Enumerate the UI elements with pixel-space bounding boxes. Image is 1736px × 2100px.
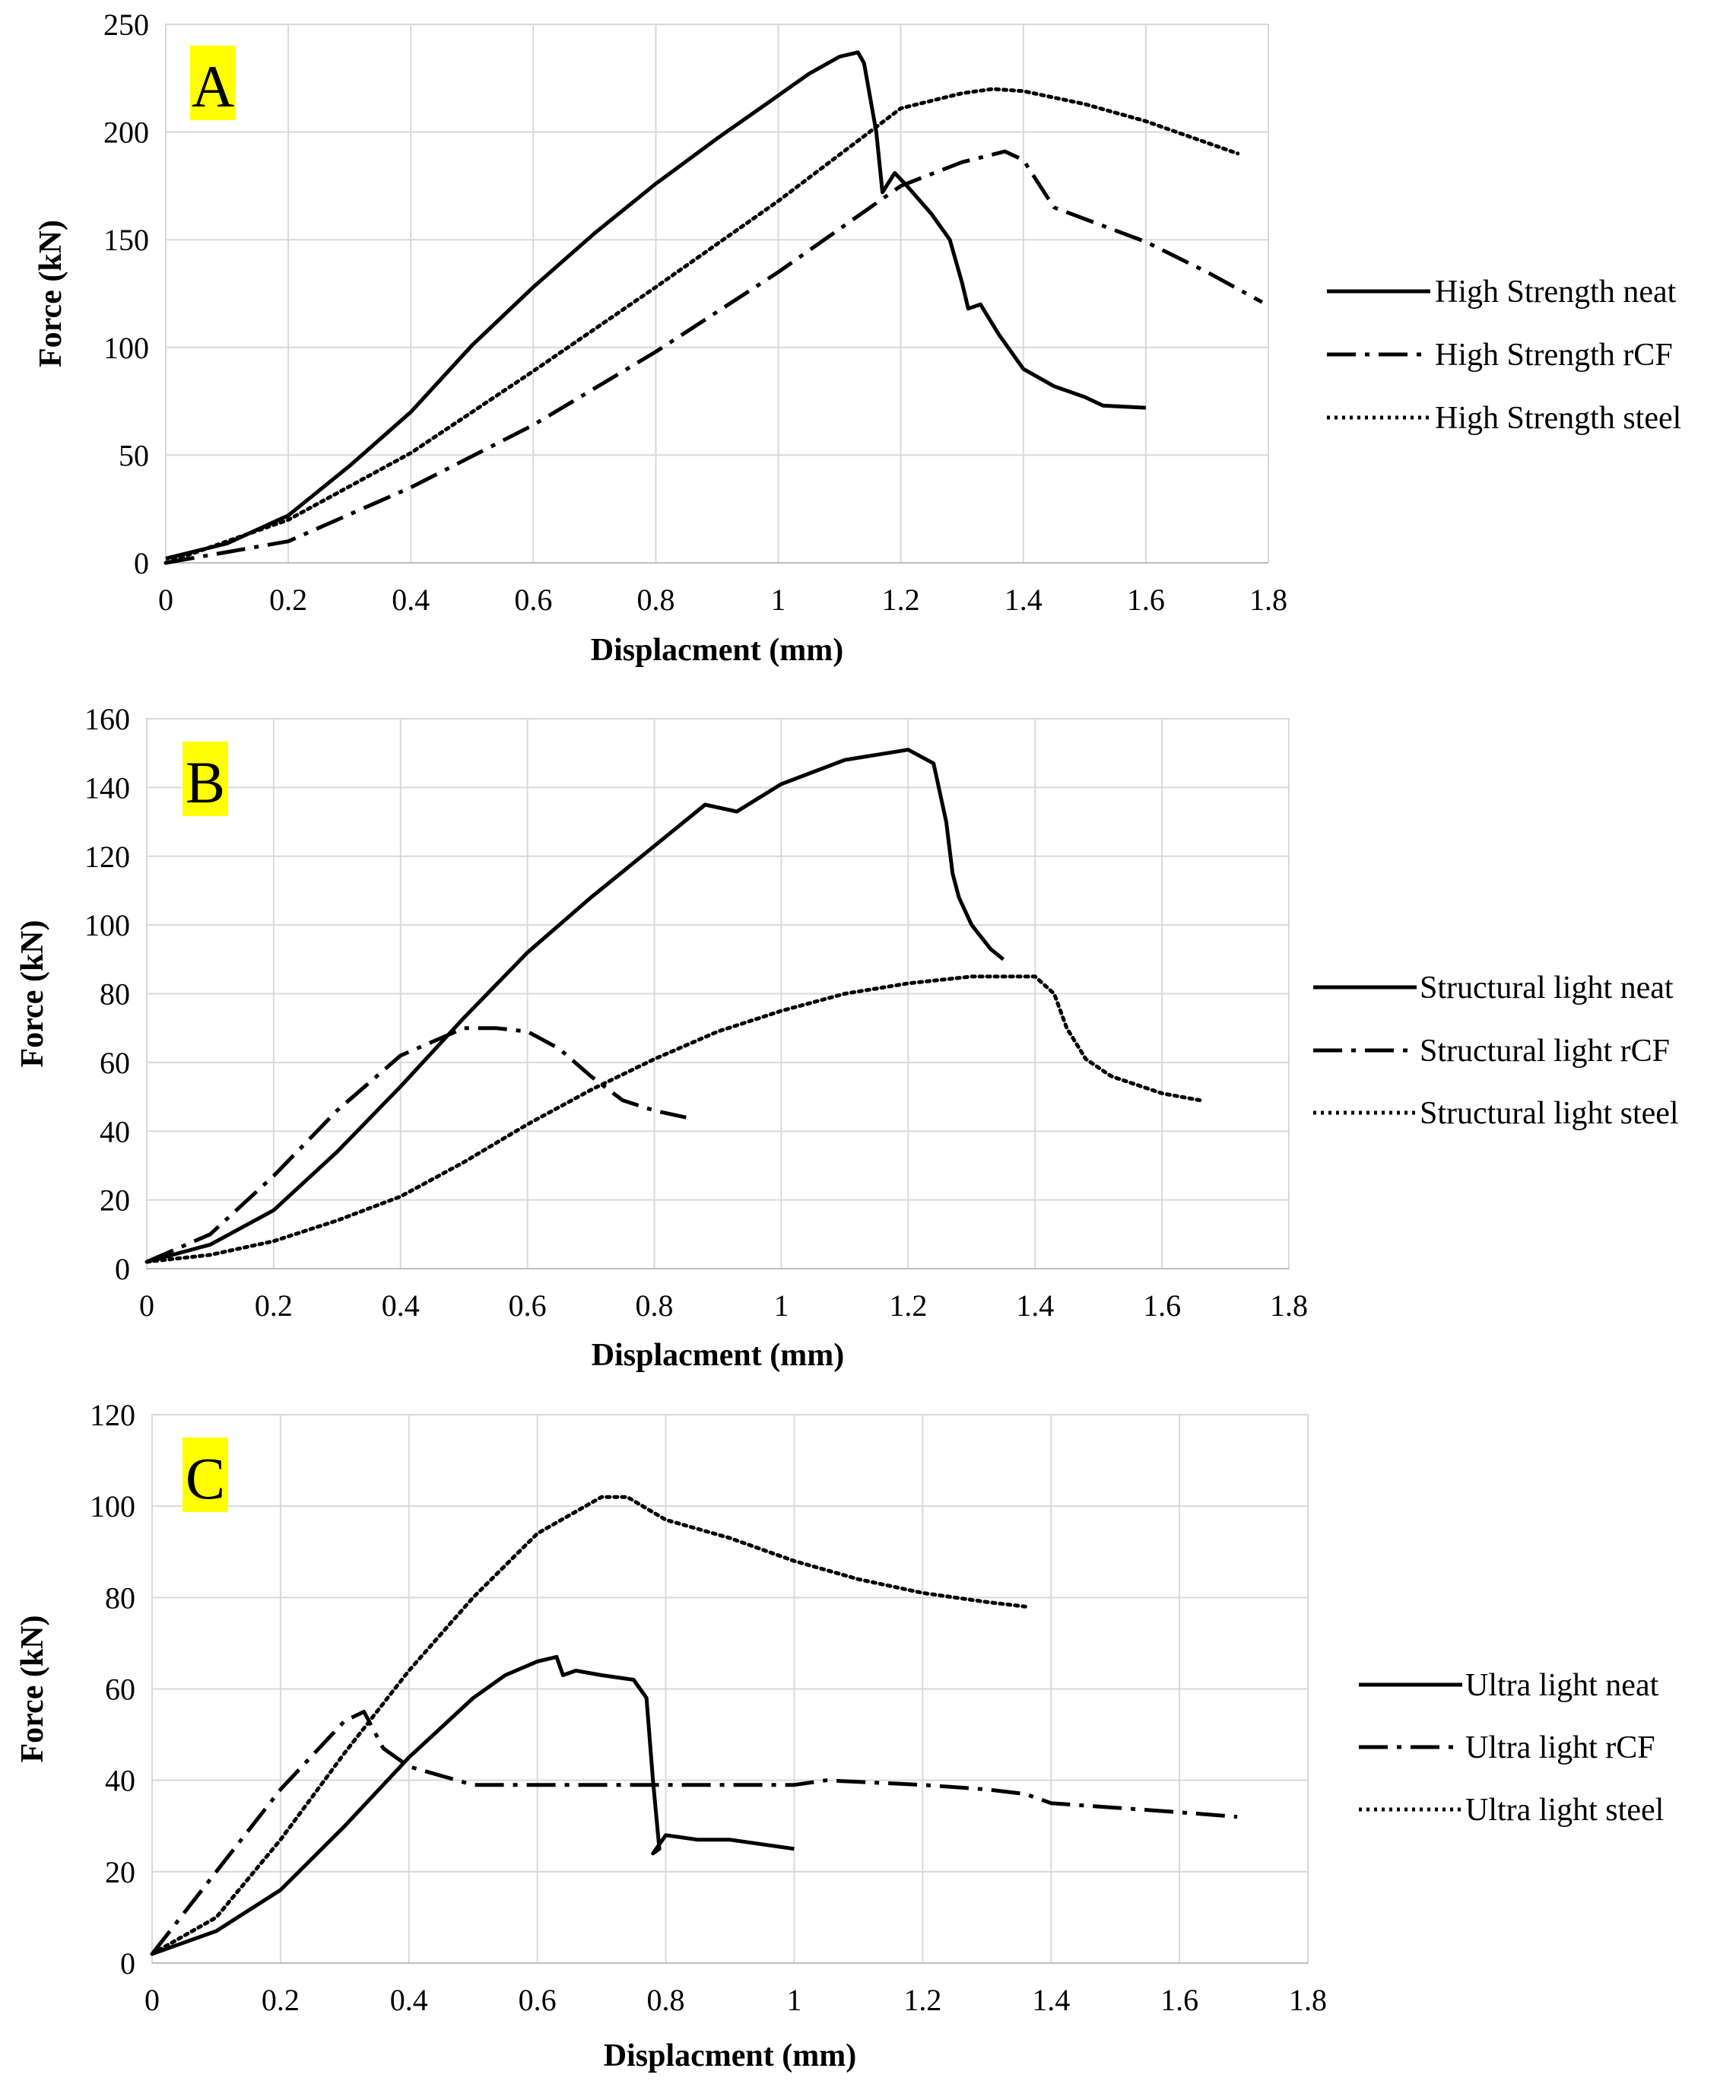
x-tick-label: 0 — [158, 583, 173, 617]
x-tick-label: 0 — [139, 1288, 154, 1323]
y-tick-label: 0 — [120, 1946, 135, 1981]
series-line-3 — [150, 1495, 1027, 1956]
panel-label-highlight — [190, 46, 236, 120]
panel-label-highlight — [182, 1438, 228, 1512]
series-line-3 — [144, 974, 1202, 1264]
series-line-2 — [165, 149, 1264, 565]
x-tick-label: 0.2 — [269, 583, 307, 617]
series-line-1 — [151, 1654, 795, 1956]
legend-label: High Strength rCF — [1435, 338, 1673, 373]
x-tick-label: 1.6 — [1143, 1288, 1181, 1323]
y-tick-label: 50 — [119, 438, 149, 472]
x-tick-label: 0.6 — [519, 1983, 557, 2017]
x-tick-label: 1.2 — [889, 1288, 927, 1323]
y-tick-label: 200 — [103, 116, 149, 150]
x-tick-label: 0.2 — [262, 1983, 300, 2017]
y-tick-label: 160 — [84, 702, 130, 736]
panel-label: B — [186, 749, 225, 815]
x-tick-label: 1.2 — [882, 583, 920, 617]
legend-label: Ultra light steel — [1465, 1793, 1664, 1828]
y-axis-title: Force (kN) — [15, 920, 50, 1068]
legend-label: High Strength steel — [1435, 401, 1681, 436]
x-tick-label: 1.2 — [903, 1983, 941, 2017]
chart-panel-A: 0 0.2 0.4 0.6 0.8 1 1.2 1.4 1.6 1.8 0 50 100 150 200 25… — [33, 8, 1681, 668]
y-tick-label: 60 — [100, 1046, 130, 1080]
y-tick-label: 100 — [103, 331, 149, 365]
legend-label: Structural light neat — [1420, 971, 1674, 1006]
panel-label: A — [192, 53, 234, 119]
series-line-2 — [151, 1710, 1238, 1955]
x-tick-label: 1.8 — [1249, 583, 1287, 617]
y-tick-label: 40 — [105, 1764, 135, 1798]
x-tick-label: 0.2 — [255, 1288, 293, 1323]
legend-label: Ultra light neat — [1465, 1668, 1659, 1703]
x-tick-label: 0.4 — [392, 583, 430, 617]
x-tick-label: 0.6 — [509, 1288, 547, 1323]
x-tick-label: 1 — [786, 1983, 801, 2017]
legend-label: High Strength neat — [1435, 275, 1677, 310]
y-tick-label: 20 — [105, 1855, 135, 1889]
chart-panel-C: 0 0.2 0.4 0.6 0.8 1 1.2 1.4 1.6 1.8 0 20 40 60 80 100 12… — [15, 1398, 1664, 2073]
x-tick-label: 1 — [773, 1288, 789, 1323]
series-line-1 — [165, 50, 1147, 561]
x-tick-label: 0.8 — [636, 1288, 674, 1323]
y-axis-title: Force (kN) — [33, 220, 68, 367]
y-tick-label: 80 — [100, 977, 130, 1012]
x-axis-title: Displacment (mm) — [604, 2038, 856, 2073]
y-tick-label: 0 — [134, 546, 149, 580]
y-tick-label: 80 — [105, 1581, 135, 1615]
chart-panel-B: 0 0.2 0.4 0.6 0.8 1 1.2 1.4 1.6 1.8 0 20 40 60 80 100 12… — [15, 702, 1679, 1373]
series-line-3 — [163, 87, 1240, 565]
x-tick-label: 0.8 — [647, 1983, 685, 2017]
x-tick-label: 0.8 — [636, 583, 674, 617]
y-tick-label: 100 — [90, 1489, 135, 1523]
legend-label: Ultra light rCF — [1465, 1730, 1655, 1765]
x-tick-label: 1.4 — [1004, 583, 1043, 617]
x-tick-label: 1.4 — [1032, 1983, 1070, 2017]
y-tick-label: 120 — [90, 1398, 135, 1432]
y-tick-label: 150 — [103, 223, 149, 257]
series-line-1 — [146, 748, 1005, 1264]
x-tick-label: 0.6 — [514, 583, 552, 617]
panel-label-highlight — [182, 742, 228, 816]
x-axis-title: Displacment (mm) — [591, 633, 843, 668]
x-tick-label: 1.8 — [1289, 1983, 1327, 2017]
y-axis-title: Force (kN) — [15, 1616, 50, 1763]
y-tick-label: 20 — [100, 1183, 130, 1218]
panel-label: C — [186, 1445, 225, 1511]
x-tick-label: 1.6 — [1127, 583, 1165, 617]
x-tick-label: 1.4 — [1016, 1288, 1054, 1323]
series-line-2 — [146, 1026, 687, 1264]
y-tick-label: 0 — [115, 1252, 130, 1286]
x-tick-label: 0.4 — [382, 1288, 420, 1323]
y-tick-label: 40 — [100, 1114, 130, 1148]
x-tick-label: 0 — [144, 1983, 160, 2017]
legend-label: Structural light rCF — [1420, 1034, 1670, 1069]
x-tick-label: 1.8 — [1270, 1288, 1308, 1323]
x-axis-title: Displacment (mm) — [592, 1338, 844, 1373]
y-tick-label: 100 — [84, 908, 130, 942]
y-tick-label: 250 — [103, 8, 149, 42]
y-tick-label: 140 — [84, 770, 130, 805]
y-tick-label: 60 — [105, 1673, 135, 1707]
plot-area — [165, 24, 1269, 564]
y-tick-label: 120 — [84, 840, 130, 874]
x-tick-label: 1 — [771, 583, 786, 617]
legend-label: Structural light steel — [1420, 1096, 1679, 1131]
x-tick-label: 0.4 — [390, 1983, 428, 2017]
x-tick-label: 1.6 — [1160, 1983, 1198, 2017]
